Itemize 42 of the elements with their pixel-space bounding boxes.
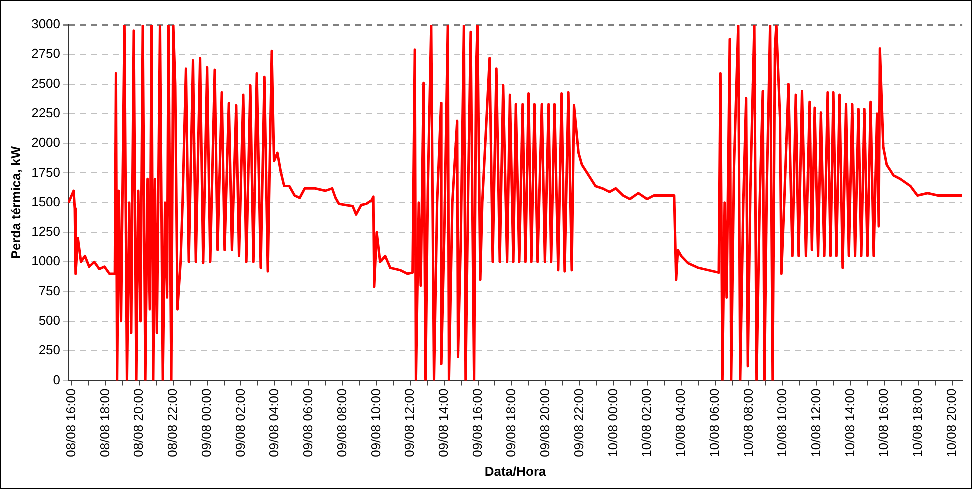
y-axis-title: Perda térmica, kW: [8, 146, 24, 260]
y-tick-label: 2750: [32, 46, 61, 62]
x-tick-label: 09/08 12:00: [402, 388, 418, 458]
x-tick-label: 10/08 14:00: [842, 388, 858, 458]
y-tick-label: 2500: [32, 76, 61, 91]
x-tick-label: 10/08 08:00: [740, 388, 756, 458]
x-tick-label: 10/08 20:00: [944, 388, 959, 458]
y-tick-label: 750: [38, 283, 61, 298]
y-tick-label: 500: [38, 313, 61, 328]
y-tick-label: 1500: [32, 194, 61, 210]
x-tick-label: 09/08 10:00: [368, 388, 384, 458]
x-tick-label: 10/08 04:00: [673, 388, 688, 458]
x-tick-label: 10/08 16:00: [876, 388, 892, 458]
x-tick-label: 08/08 16:00: [63, 388, 78, 458]
x-tick-label: 10/08 10:00: [774, 388, 790, 458]
x-tick-label: 09/08 06:00: [300, 388, 316, 458]
y-tick-label: 250: [38, 342, 61, 358]
y-tick-label: 3000: [32, 16, 61, 32]
x-tick-label: 08/08 18:00: [97, 388, 112, 458]
x-tick-label: 09/08 18:00: [504, 388, 519, 458]
y-tick-label: 1750: [32, 164, 61, 180]
x-tick-label: 08/08 20:00: [131, 388, 146, 458]
x-tick-label: 10/08 02:00: [639, 388, 654, 458]
x-tick-label: 09/08 14:00: [436, 388, 451, 458]
x-tick-label: 09/08 02:00: [232, 388, 248, 458]
x-tick-label: 10/08 18:00: [910, 388, 926, 458]
x-tick-label: 08/08 22:00: [165, 388, 180, 458]
y-tick-label: 2250: [32, 106, 61, 121]
y-tick-label: 1250: [32, 224, 61, 240]
x-tick-label: 09/08 22:00: [571, 388, 586, 458]
x-tick-label: 10/08 12:00: [808, 388, 824, 458]
y-tick-label: 1000: [32, 254, 61, 269]
x-tick-label: 09/08 04:00: [266, 388, 282, 458]
x-tick-label: 09/08 20:00: [538, 388, 553, 458]
x-tick-label: 09/08 16:00: [470, 388, 485, 458]
x-tick-label: 10/08 06:00: [706, 388, 722, 458]
y-tick-label: 0: [53, 372, 61, 388]
y-tick-label: 2000: [32, 135, 61, 150]
x-axis-title: Data/Hora: [484, 464, 547, 479]
x-tick-label: 09/08 00:00: [198, 388, 214, 458]
x-tick-label: 09/08 08:00: [334, 388, 350, 458]
x-tick-label: 10/08 00:00: [605, 388, 620, 458]
